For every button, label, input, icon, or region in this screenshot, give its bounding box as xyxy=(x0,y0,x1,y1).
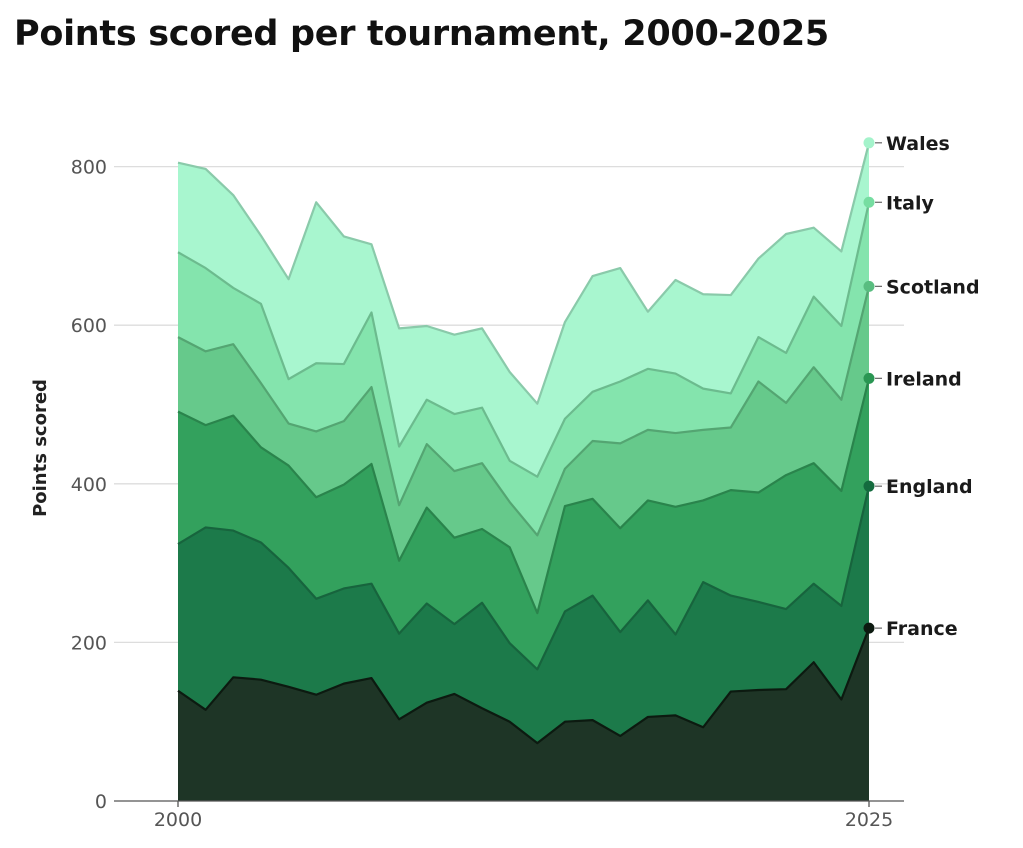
y-tick-label-200: 200 xyxy=(71,632,107,654)
y-tick-label-600: 600 xyxy=(71,315,107,337)
end-labels: France England Ireland Scotland Italy Wales xyxy=(863,133,980,640)
area-wales xyxy=(178,142,869,477)
series-label-england: England xyxy=(886,476,973,498)
line-wales xyxy=(177,142,871,405)
end-dot-england xyxy=(863,480,875,492)
axes: 0 200 400 600 800 2000 2025 xyxy=(71,157,904,831)
series-label-scotland: Scotland xyxy=(886,276,980,298)
area-england xyxy=(178,486,869,744)
end-dot-scotland xyxy=(863,280,875,292)
line-italy xyxy=(177,202,871,478)
line-ireland xyxy=(177,378,871,615)
x-tick-label-2025: 2025 xyxy=(845,809,893,831)
area-series xyxy=(178,142,869,801)
chart-title: Points scored per tournament, 2000-2025 xyxy=(14,14,829,54)
area-ireland xyxy=(178,378,869,670)
area-france xyxy=(178,628,869,801)
line-france xyxy=(177,627,871,745)
area-italy xyxy=(178,202,869,536)
line-scotland xyxy=(177,286,871,537)
end-dot-france xyxy=(863,622,875,634)
y-tick-label-0: 0 xyxy=(95,791,107,813)
y-axis-label: Points scored xyxy=(30,379,51,517)
end-dot-wales xyxy=(863,137,875,149)
series-label-italy: Italy xyxy=(886,192,934,214)
series-label-france: France xyxy=(886,618,958,640)
y-tick-label-800: 800 xyxy=(71,157,107,179)
end-dot-italy xyxy=(863,196,875,208)
line-england xyxy=(177,485,871,671)
series-lines xyxy=(177,142,871,745)
y-tick-label-400: 400 xyxy=(71,474,107,496)
end-dot-ireland xyxy=(863,372,875,384)
series-label-wales: Wales xyxy=(886,133,950,155)
area-scotland xyxy=(178,286,869,614)
series-label-ireland: Ireland xyxy=(886,368,962,390)
x-tick-label-2000: 2000 xyxy=(154,809,202,831)
